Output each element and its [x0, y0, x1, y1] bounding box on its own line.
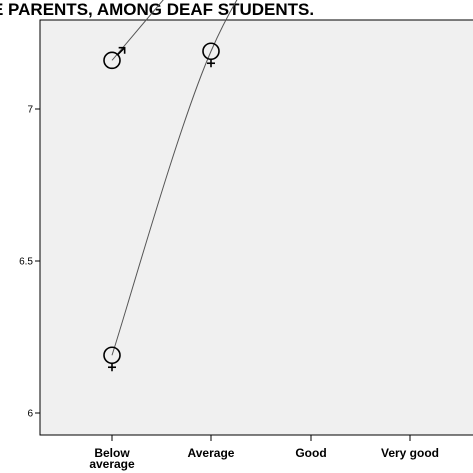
- marker-circle: [103, 51, 121, 70]
- x-tick-label: Average: [188, 446, 235, 460]
- male-marker: [103, 46, 126, 70]
- markers: [103, 42, 220, 372]
- x-tick-label: Very good: [381, 446, 439, 460]
- y-tick-label: 7: [27, 105, 33, 116]
- x-tick-label: Good: [295, 446, 326, 460]
- female-series-line: [111, 0, 238, 356]
- y-tick-label: 6: [27, 409, 33, 420]
- plot-area: [39, 19, 473, 436]
- female-marker: [202, 42, 220, 68]
- x-tick-label: average: [89, 457, 135, 471]
- male-arrow-shaft: [117, 47, 126, 56]
- y-axis: 66.577.588.5: [19, 105, 40, 420]
- y-tick-label: 6.5: [19, 257, 33, 268]
- chart-title: E PARENTS, AMONG DEAF STUDENTS.: [0, 0, 314, 19]
- female-marker: [103, 346, 121, 372]
- male-arrow-head: [118, 46, 126, 54]
- male-series-line: [111, 0, 164, 61]
- series-lines: [111, 0, 238, 356]
- x-tick-label: Below: [94, 446, 130, 460]
